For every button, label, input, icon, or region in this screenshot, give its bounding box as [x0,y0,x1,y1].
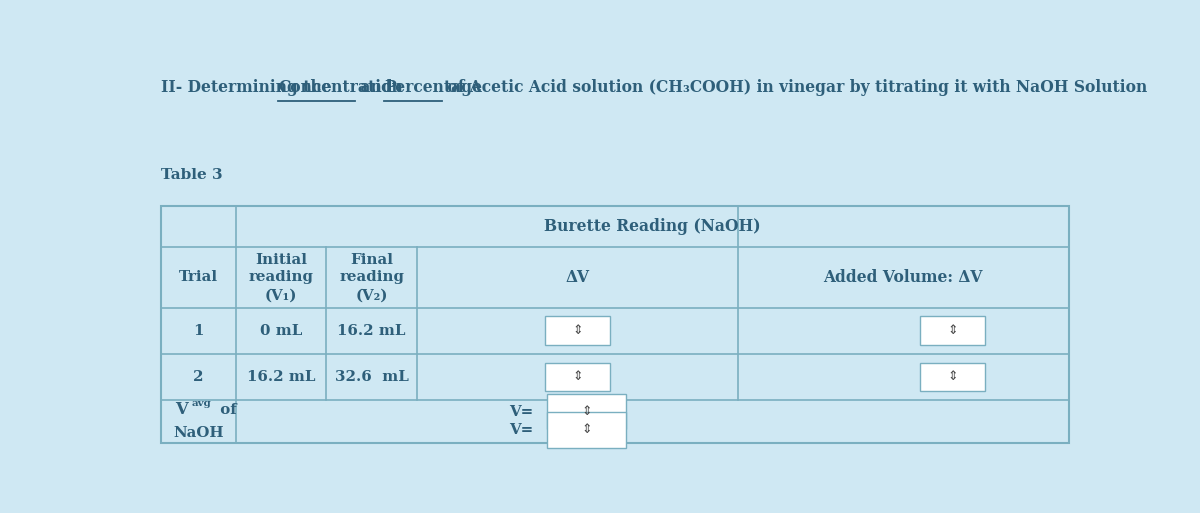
Bar [920,317,985,345]
Text: Percentage: Percentage [384,80,482,96]
Text: 32.6  mL: 32.6 mL [335,370,409,384]
Text: ⇕: ⇕ [948,324,958,337]
Bar [920,363,985,391]
Text: ⇕: ⇕ [572,324,582,337]
Text: 2: 2 [193,370,204,384]
Text: 16.2 mL: 16.2 mL [337,324,406,338]
Text: ⇕: ⇕ [581,405,592,418]
Text: Table 3: Table 3 [161,168,223,182]
Text: Final
reading
(V₂): Final reading (V₂) [340,252,404,302]
Text: V=: V= [509,423,533,437]
Text: Concentration: Concentration [278,80,403,96]
Text: NaOH: NaOH [173,426,223,440]
Text: Initial
reading
(V₁): Initial reading (V₁) [248,252,313,302]
Text: and: and [354,80,397,96]
Text: Burette Reading (NaOH): Burette Reading (NaOH) [544,218,761,235]
Text: ⇕: ⇕ [948,370,958,384]
Text: ⇕: ⇕ [572,370,582,384]
Text: 0 mL: 0 mL [259,324,302,338]
Bar [545,363,610,391]
Bar [545,317,610,345]
Text: Added Volume: ΔV: Added Volume: ΔV [823,269,983,286]
Text: V: V [175,401,187,418]
Text: ⇕: ⇕ [581,423,592,437]
Text: II- Determining the: II- Determining the [161,80,337,96]
Text: 16.2 mL: 16.2 mL [247,370,316,384]
Text: ΔV: ΔV [565,269,589,286]
Text: of Acetic Acid solution (CH₃COOH) in vinegar by titrating it with NaOH Solution: of Acetic Acid solution (CH₃COOH) in vin… [443,80,1147,96]
Text: V=: V= [509,405,533,419]
Bar [547,394,626,429]
Text: 1: 1 [193,324,204,338]
Text: avg: avg [192,399,211,408]
Text: Trial: Trial [179,270,218,284]
Text: of: of [215,403,236,417]
Bar [547,412,626,448]
